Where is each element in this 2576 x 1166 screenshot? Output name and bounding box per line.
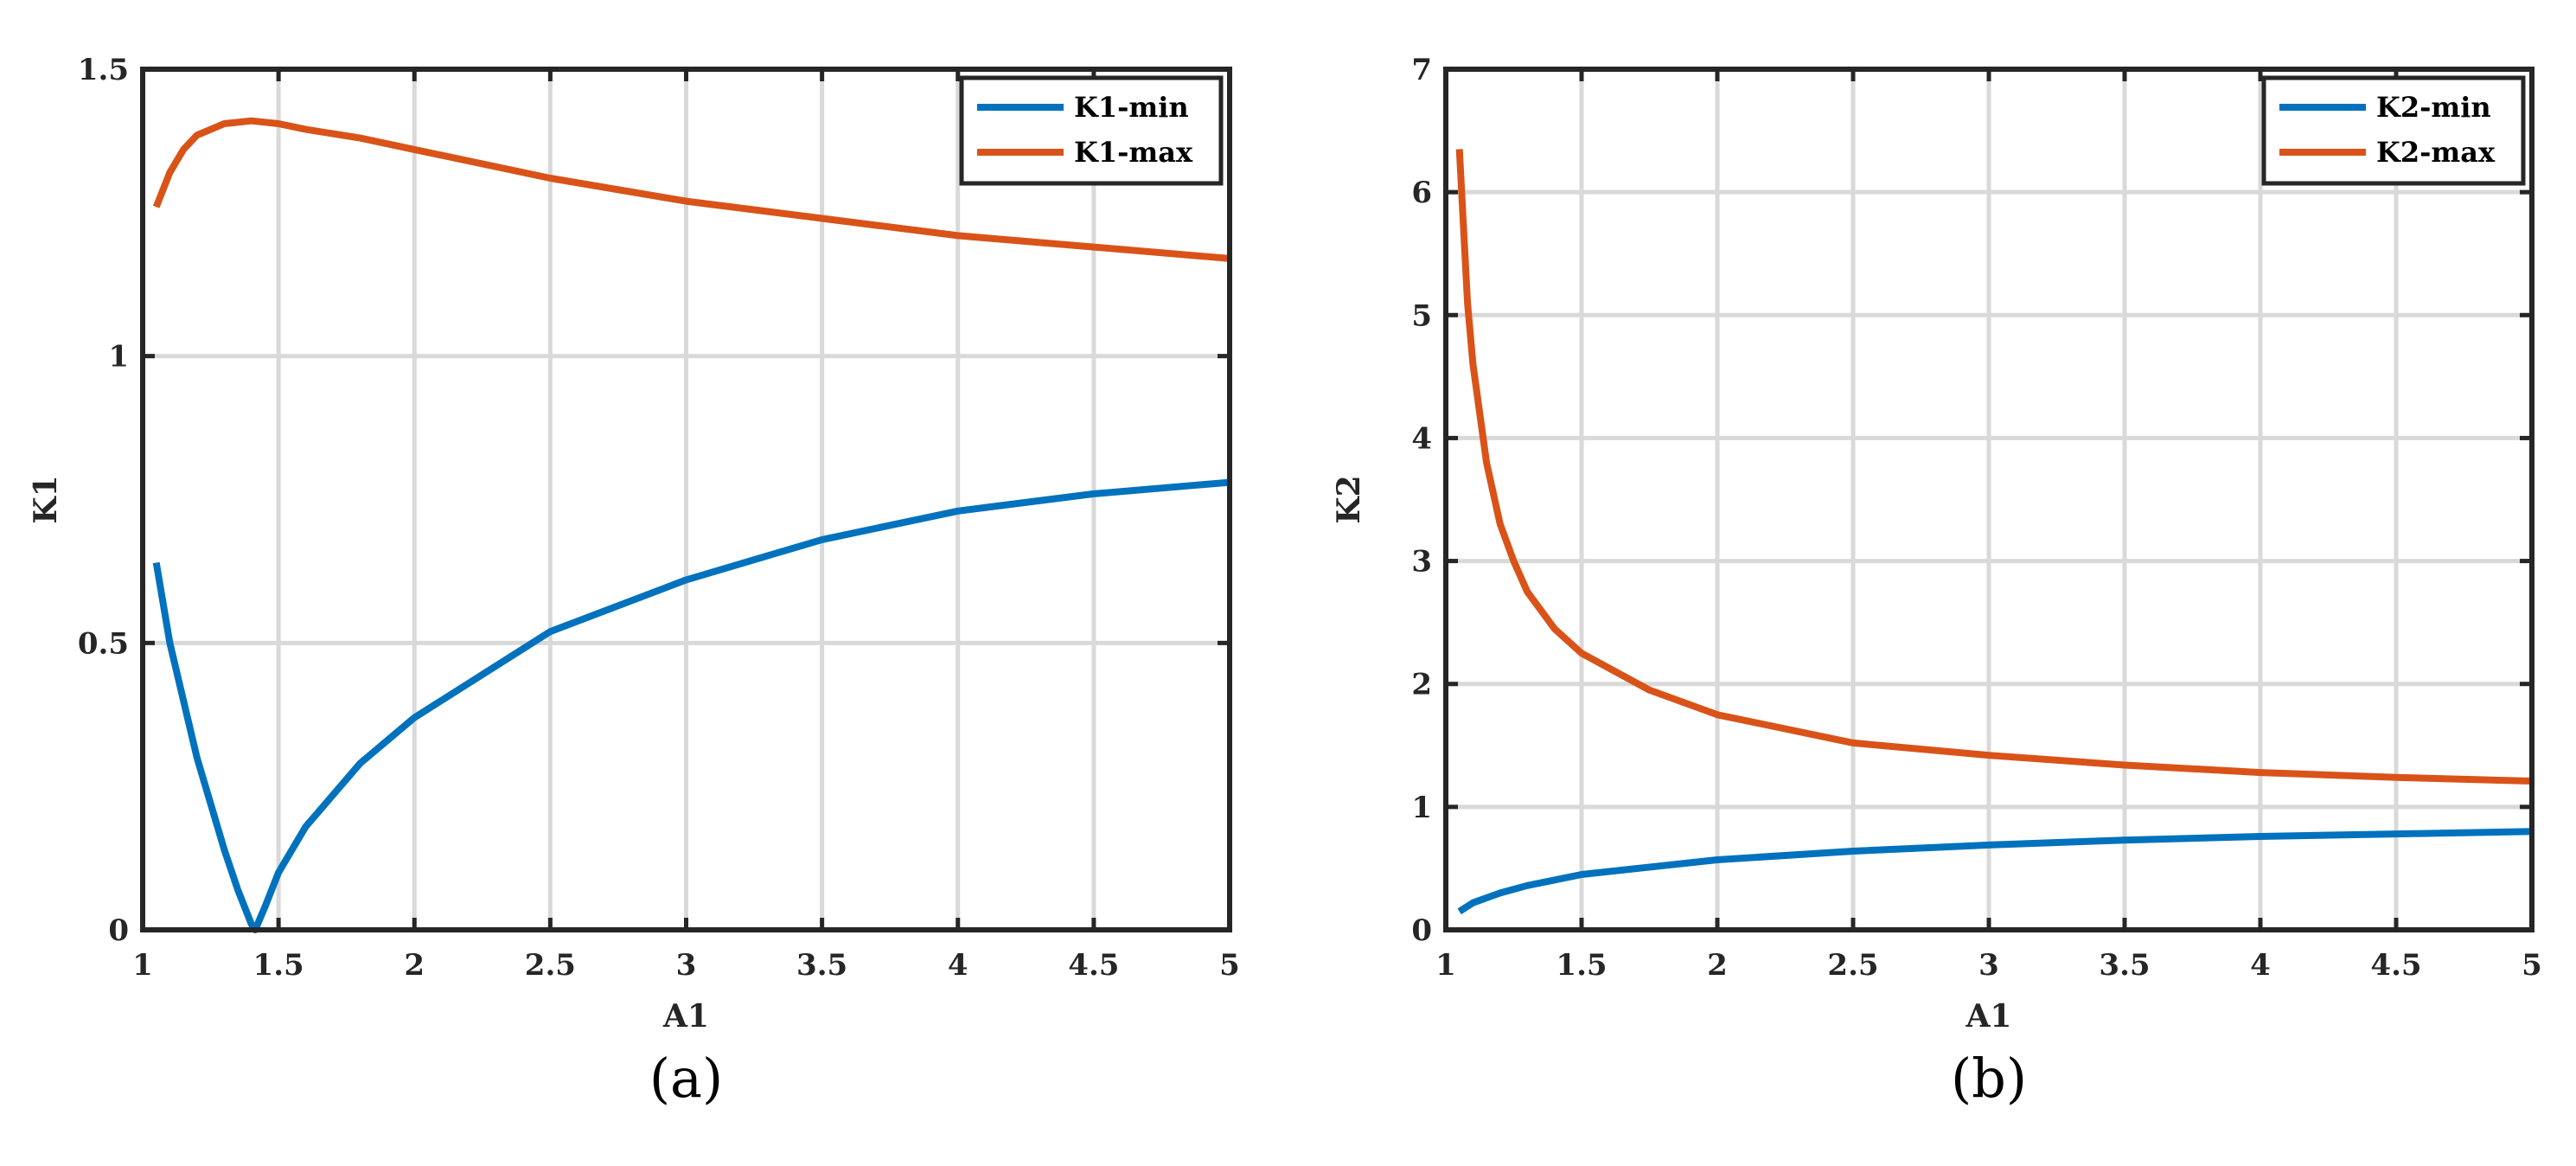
x-tick-label: 4.5 bbox=[2370, 948, 2421, 983]
chart-panel-a: 1 1.5 2 2.5 3 3.5 4 4.5 5 0 0.5 1 1.5 A1 K1 K1-min K1-ma… bbox=[28, 53, 1240, 1110]
x-tick-label: 1 bbox=[1435, 948, 1456, 983]
x-axis-label: A1 bbox=[1966, 998, 2012, 1035]
y-tick-label: 0 bbox=[108, 913, 129, 948]
legend-label-k1-max: K1-max bbox=[1074, 136, 1193, 169]
y-tick-label: 0 bbox=[1411, 913, 1432, 948]
panel-caption: (a) bbox=[649, 1047, 723, 1110]
panel-caption: (b) bbox=[1951, 1047, 2027, 1110]
series-line-k1-min bbox=[152, 478, 1230, 933]
x-tick-label: 3.5 bbox=[2099, 948, 2150, 983]
x-tick-label: 3.5 bbox=[796, 948, 847, 983]
grid bbox=[143, 69, 1230, 930]
legend-label-k1-min: K1-min bbox=[1074, 91, 1189, 124]
y-tick-label: 5 bbox=[1411, 298, 1432, 333]
x-axis-label: A1 bbox=[662, 998, 709, 1035]
x-tick-label: 1 bbox=[132, 948, 153, 983]
series-line-k1-max bbox=[152, 117, 1230, 262]
x-tick-label: 5 bbox=[1219, 948, 1240, 983]
y-tick-label: 7 bbox=[1411, 53, 1432, 87]
x-tick-label: 2.5 bbox=[1827, 948, 1878, 983]
y-axis-label: K1 bbox=[28, 475, 64, 523]
legend-box bbox=[959, 75, 1224, 186]
x-tick-label: 3 bbox=[676, 948, 697, 983]
y-tick-label: 4 bbox=[1411, 421, 1432, 456]
y-tick-label: 0.5 bbox=[78, 626, 129, 661]
legend-label-k2-min: K2-min bbox=[2376, 91, 2491, 124]
x-tick-label: 2.5 bbox=[525, 948, 576, 983]
x-tick-label: 2 bbox=[1707, 948, 1728, 983]
x-tick-label: 1.5 bbox=[253, 948, 304, 983]
x-tick-label: 3 bbox=[1978, 948, 1999, 983]
legend-box bbox=[2261, 75, 2526, 186]
legend: K1-min K1-max bbox=[959, 75, 1224, 186]
y-tick-label: 3 bbox=[1411, 545, 1432, 580]
legend-label-k2-max: K2-max bbox=[2376, 136, 2496, 169]
x-tick-label: 5 bbox=[2522, 948, 2542, 983]
series-line-k2-min bbox=[1457, 828, 2533, 915]
x-tick-label: 2 bbox=[404, 948, 425, 983]
y-tick-label: 1 bbox=[108, 340, 129, 375]
y-tick-label: 1.5 bbox=[78, 53, 129, 87]
y-axis-label: K2 bbox=[1331, 475, 1367, 523]
x-tick-label: 1.5 bbox=[1556, 948, 1607, 983]
y-tick-label: 1 bbox=[1411, 791, 1432, 825]
legend: K2-min K2-max bbox=[2261, 75, 2526, 186]
x-tick-label: 4 bbox=[2250, 948, 2271, 983]
chart-panel-b: 1 1.5 2 2.5 3 3.5 4 4.5 501234567A1K2K2-minK2-ma… bbox=[1331, 53, 2542, 1110]
y-tick-label: 6 bbox=[1411, 176, 1432, 210]
y-tick-label: 2 bbox=[1411, 668, 1432, 702]
x-tick-label: 4.5 bbox=[1068, 948, 1119, 983]
series-line-k2-max bbox=[1455, 149, 2533, 785]
x-tick-label: 4 bbox=[948, 948, 968, 983]
grid bbox=[1446, 69, 2532, 930]
